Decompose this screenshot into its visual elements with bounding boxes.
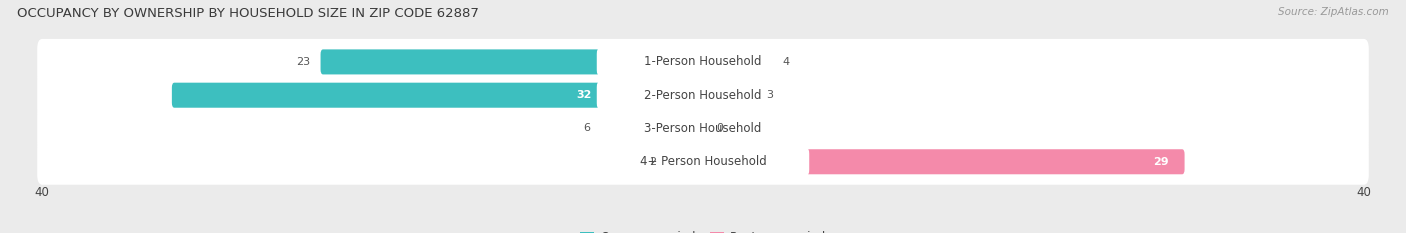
- Text: 29: 29: [1153, 157, 1168, 167]
- FancyBboxPatch shape: [668, 149, 706, 174]
- Text: 6: 6: [583, 123, 591, 134]
- Text: 32: 32: [576, 90, 592, 100]
- Text: Source: ZipAtlas.com: Source: ZipAtlas.com: [1278, 7, 1389, 17]
- Text: OCCUPANCY BY OWNERSHIP BY HOUSEHOLD SIZE IN ZIP CODE 62887: OCCUPANCY BY OWNERSHIP BY HOUSEHOLD SIZE…: [17, 7, 479, 20]
- FancyBboxPatch shape: [596, 114, 810, 143]
- Legend: Owner-occupied, Renter-occupied: Owner-occupied, Renter-occupied: [575, 226, 831, 233]
- Text: 4: 4: [782, 57, 789, 67]
- FancyBboxPatch shape: [596, 81, 810, 109]
- Text: 2-Person Household: 2-Person Household: [644, 89, 762, 102]
- Text: 2: 2: [650, 157, 657, 167]
- FancyBboxPatch shape: [37, 139, 1369, 185]
- Text: 4+ Person Household: 4+ Person Household: [640, 155, 766, 168]
- Text: 23: 23: [295, 57, 309, 67]
- FancyBboxPatch shape: [596, 148, 810, 176]
- FancyBboxPatch shape: [37, 106, 1369, 151]
- FancyBboxPatch shape: [172, 83, 706, 108]
- FancyBboxPatch shape: [700, 149, 1185, 174]
- FancyBboxPatch shape: [321, 49, 706, 74]
- FancyBboxPatch shape: [700, 83, 755, 108]
- FancyBboxPatch shape: [37, 39, 1369, 85]
- FancyBboxPatch shape: [596, 48, 810, 76]
- FancyBboxPatch shape: [700, 49, 772, 74]
- Text: 0: 0: [716, 123, 723, 134]
- Text: 3: 3: [766, 90, 773, 100]
- FancyBboxPatch shape: [602, 116, 706, 141]
- FancyBboxPatch shape: [37, 72, 1369, 118]
- Text: 3-Person Household: 3-Person Household: [644, 122, 762, 135]
- Text: 1-Person Household: 1-Person Household: [644, 55, 762, 69]
